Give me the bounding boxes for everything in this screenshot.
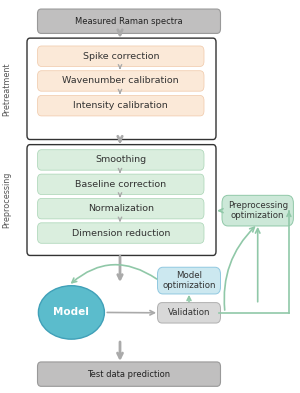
Ellipse shape	[38, 286, 104, 339]
FancyBboxPatch shape	[27, 145, 216, 255]
Text: Test data prediction: Test data prediction	[87, 370, 171, 378]
FancyBboxPatch shape	[38, 71, 204, 91]
FancyBboxPatch shape	[38, 174, 204, 195]
FancyBboxPatch shape	[38, 46, 204, 66]
Text: Pretreatment: Pretreatment	[2, 62, 11, 116]
Text: Model: Model	[53, 307, 89, 318]
FancyBboxPatch shape	[158, 303, 220, 323]
FancyBboxPatch shape	[38, 223, 204, 243]
Text: Preprocessing: Preprocessing	[2, 172, 11, 228]
FancyBboxPatch shape	[38, 362, 220, 386]
Text: Baseline correction: Baseline correction	[75, 180, 166, 189]
Text: Measured Raman spectra: Measured Raman spectra	[75, 17, 183, 26]
Text: Dimension reduction: Dimension reduction	[72, 229, 170, 237]
FancyBboxPatch shape	[158, 267, 220, 294]
Text: Intensity calibration: Intensity calibration	[74, 101, 168, 110]
FancyBboxPatch shape	[38, 95, 204, 116]
FancyBboxPatch shape	[38, 9, 220, 33]
FancyBboxPatch shape	[38, 198, 204, 219]
Text: Model
optimization: Model optimization	[162, 271, 216, 290]
Text: Wavenumber calibration: Wavenumber calibration	[62, 77, 179, 85]
Text: Spike correction: Spike correction	[82, 52, 159, 61]
FancyBboxPatch shape	[27, 38, 216, 140]
Text: Normalization: Normalization	[88, 204, 154, 213]
Text: Validation: Validation	[168, 309, 210, 317]
Text: Preprocessing
optimization: Preprocessing optimization	[228, 201, 288, 220]
Text: Smoothing: Smoothing	[95, 156, 146, 164]
FancyBboxPatch shape	[38, 150, 204, 170]
FancyBboxPatch shape	[222, 195, 293, 226]
